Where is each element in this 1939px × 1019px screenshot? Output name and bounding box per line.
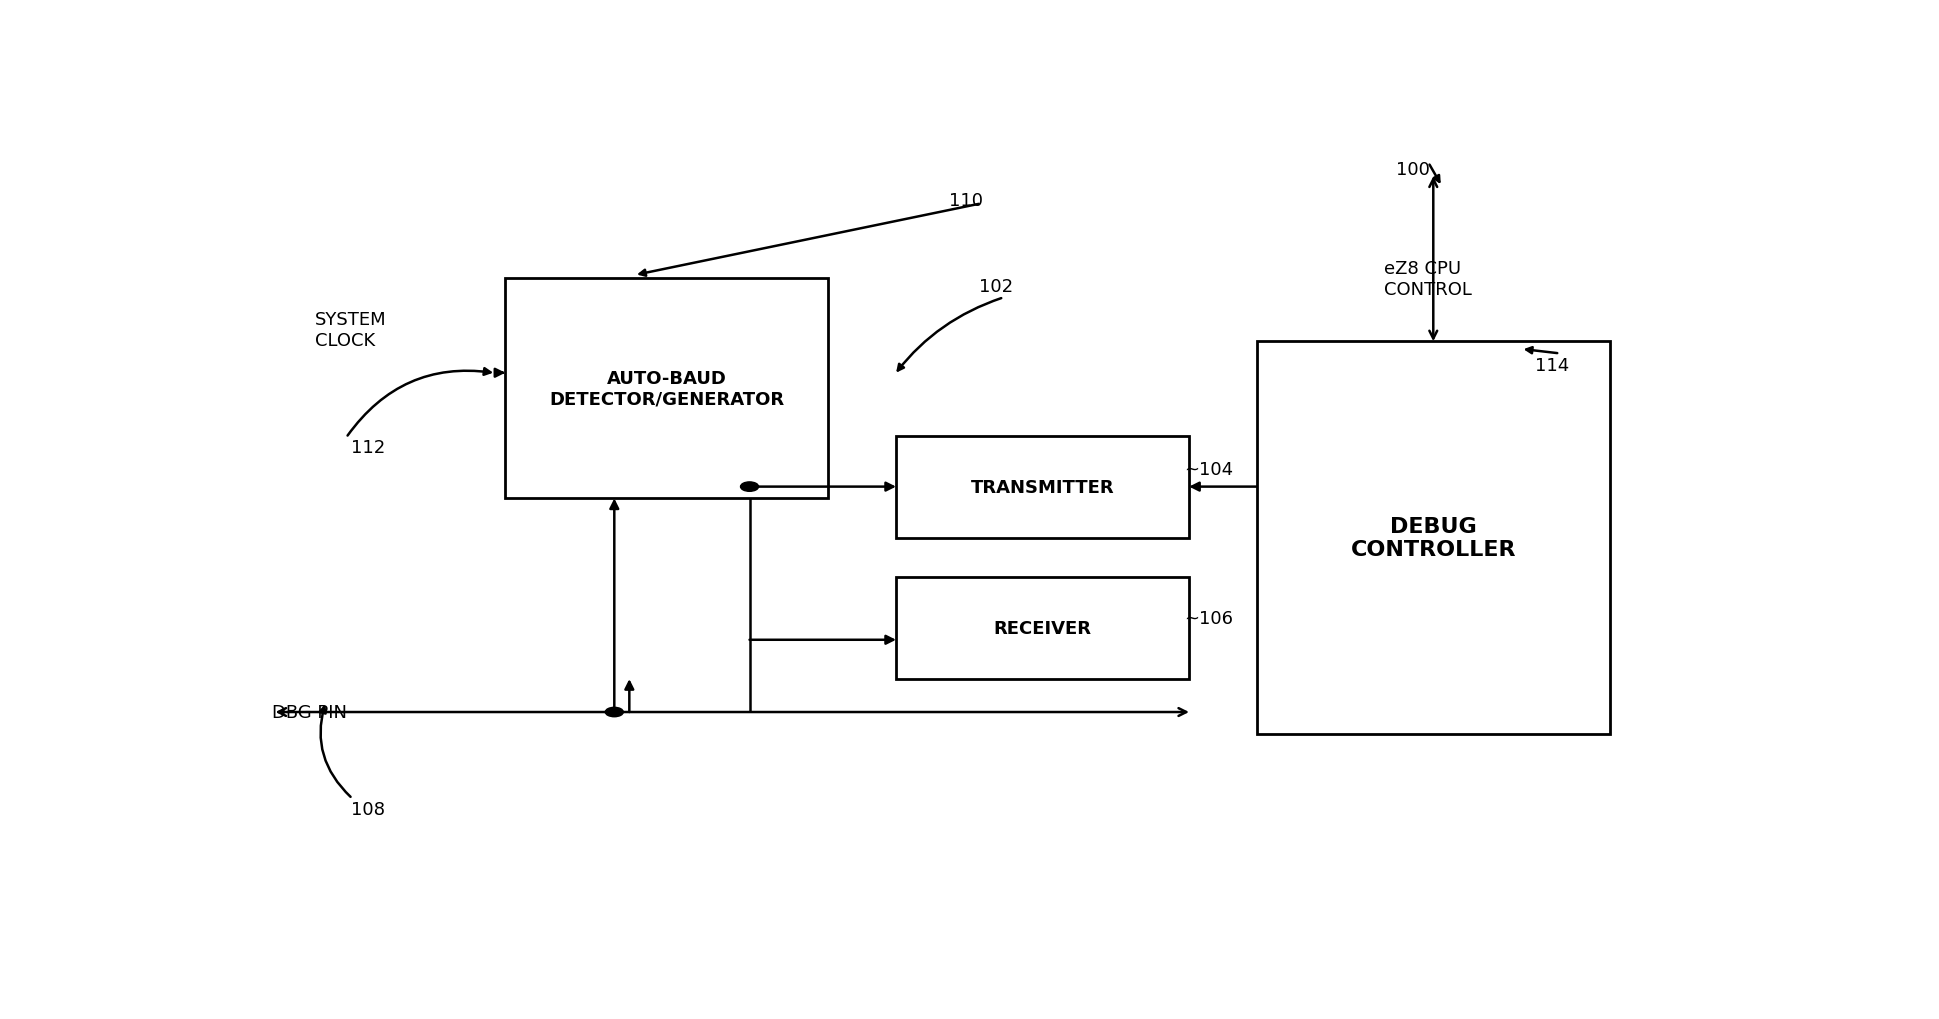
Text: 102: 102 [979, 278, 1012, 297]
Bar [1256, 342, 1609, 735]
Text: 112: 112 [351, 439, 384, 457]
Text: ~104: ~104 [1185, 461, 1233, 478]
Text: DEBUG
CONTROLLER: DEBUG CONTROLLER [1351, 517, 1516, 559]
Text: 100: 100 [1396, 160, 1431, 178]
Text: AUTO-BAUD
DETECTOR/GENERATOR: AUTO-BAUD DETECTOR/GENERATOR [549, 370, 785, 409]
Bar [896, 578, 1189, 680]
Text: 110: 110 [948, 192, 983, 210]
Circle shape [741, 482, 758, 492]
Text: RECEIVER: RECEIVER [993, 620, 1092, 637]
Circle shape [605, 707, 622, 717]
Bar [506, 279, 828, 499]
Text: TRANSMITTER: TRANSMITTER [971, 478, 1115, 496]
Bar [896, 436, 1189, 538]
Text: SYSTEM
CLOCK: SYSTEM CLOCK [314, 311, 386, 350]
Text: 108: 108 [351, 800, 384, 818]
Text: ~106: ~106 [1185, 609, 1233, 627]
Text: eZ8 CPU
CONTROL: eZ8 CPU CONTROL [1384, 260, 1472, 299]
Text: DBG PIN: DBG PIN [271, 703, 347, 721]
Text: 114: 114 [1536, 357, 1569, 375]
